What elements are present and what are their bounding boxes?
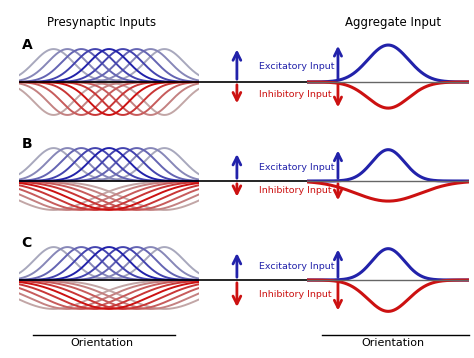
Text: B: B [22,137,32,151]
Text: Excitatory Input: Excitatory Input [258,62,334,71]
Text: Excitatory Input: Excitatory Input [258,262,334,271]
Text: Orientation: Orientation [70,338,134,348]
Text: A: A [22,38,33,52]
Text: Presynaptic Inputs: Presynaptic Inputs [47,16,156,29]
Text: Inhibitory Input: Inhibitory Input [258,290,331,299]
Text: Inhibitory Input: Inhibitory Input [258,186,331,195]
Text: C: C [22,236,32,250]
Text: Aggregate Input: Aggregate Input [346,16,441,29]
Text: Excitatory Input: Excitatory Input [258,163,334,172]
Text: Orientation: Orientation [362,338,425,348]
Text: Inhibitory Input: Inhibitory Input [258,90,331,98]
